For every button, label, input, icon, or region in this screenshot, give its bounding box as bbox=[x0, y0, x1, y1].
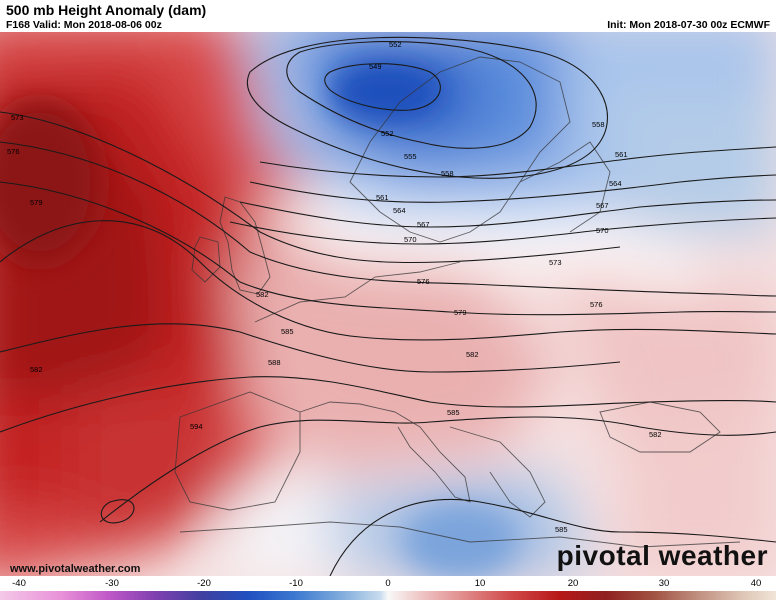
contour-label: 564 bbox=[393, 206, 406, 215]
brand-logo: pivotal weather bbox=[556, 540, 768, 571]
map-canvas: 552 549 552 555 558 558 561 561 564 564 … bbox=[0, 32, 776, 576]
contour-label: 594 bbox=[190, 422, 203, 431]
contour-label: 582 bbox=[649, 430, 662, 439]
colorbar-tick: -40 bbox=[12, 578, 26, 589]
contour-label: 561 bbox=[376, 193, 389, 202]
contour-label: 585 bbox=[281, 327, 294, 336]
contour-label: 579 bbox=[454, 308, 467, 317]
contour-label: 567 bbox=[596, 201, 609, 210]
contour-labels: 552 549 552 555 558 558 561 561 564 564 … bbox=[7, 40, 662, 534]
contour-label: 582 bbox=[466, 350, 479, 359]
contour-label: 576 bbox=[417, 277, 430, 286]
coastlines bbox=[174, 56, 741, 548]
colorbar-tick: 10 bbox=[474, 578, 486, 589]
contour-label: 558 bbox=[441, 169, 454, 178]
contour-label: 576 bbox=[590, 300, 603, 309]
contour-label: 570 bbox=[404, 235, 417, 244]
colorbar-tick: -20 bbox=[197, 578, 211, 589]
contour-label: 573 bbox=[11, 113, 24, 122]
init-time: Init: Mon 2018-07-30 00z ECMWF bbox=[607, 19, 770, 31]
height-contours bbox=[0, 36, 776, 576]
contour-label: 558 bbox=[592, 120, 605, 129]
contour-label: 576 bbox=[7, 147, 20, 156]
colorbar-tick: 20 bbox=[567, 578, 579, 589]
contour-label: 552 bbox=[389, 40, 402, 49]
contour-label: 573 bbox=[549, 258, 562, 267]
map-title: 500 mb Height Anomaly (dam) bbox=[6, 2, 207, 18]
colorbar-tick: 40 bbox=[750, 578, 762, 589]
contour-label: 567 bbox=[417, 220, 430, 229]
website-url: www.pivotalweather.com bbox=[10, 563, 141, 575]
contour-label: 579 bbox=[30, 198, 43, 207]
contour-label: 582 bbox=[256, 290, 269, 299]
contour-label: 570 bbox=[596, 226, 609, 235]
colorbar-gradient bbox=[0, 591, 776, 600]
colorbar-tick: -30 bbox=[105, 578, 119, 589]
contour-label: 585 bbox=[555, 525, 568, 534]
colorbar-tick: 30 bbox=[658, 578, 670, 589]
colorbar-tick: -10 bbox=[289, 578, 303, 589]
anomaly-shading-core bbox=[0, 64, 515, 576]
valid-time: F168 Valid: Mon 2018-08-06 00z bbox=[6, 19, 162, 31]
colorbar-tick: 0 bbox=[385, 578, 391, 589]
contour-label: 588 bbox=[268, 358, 281, 367]
contour-label: 561 bbox=[615, 150, 628, 159]
contour-label: 552 bbox=[381, 129, 394, 138]
contour-label: 585 bbox=[447, 408, 460, 417]
contour-label: 555 bbox=[404, 152, 417, 161]
map-svg: 552 549 552 555 558 558 561 561 564 564 … bbox=[0, 32, 776, 576]
contour-label: 549 bbox=[369, 62, 382, 71]
contour-label: 564 bbox=[609, 179, 622, 188]
colorbar: -40 -30 -20 -10 0 10 20 30 40 bbox=[0, 578, 776, 600]
contour-label: 582 bbox=[30, 365, 43, 374]
